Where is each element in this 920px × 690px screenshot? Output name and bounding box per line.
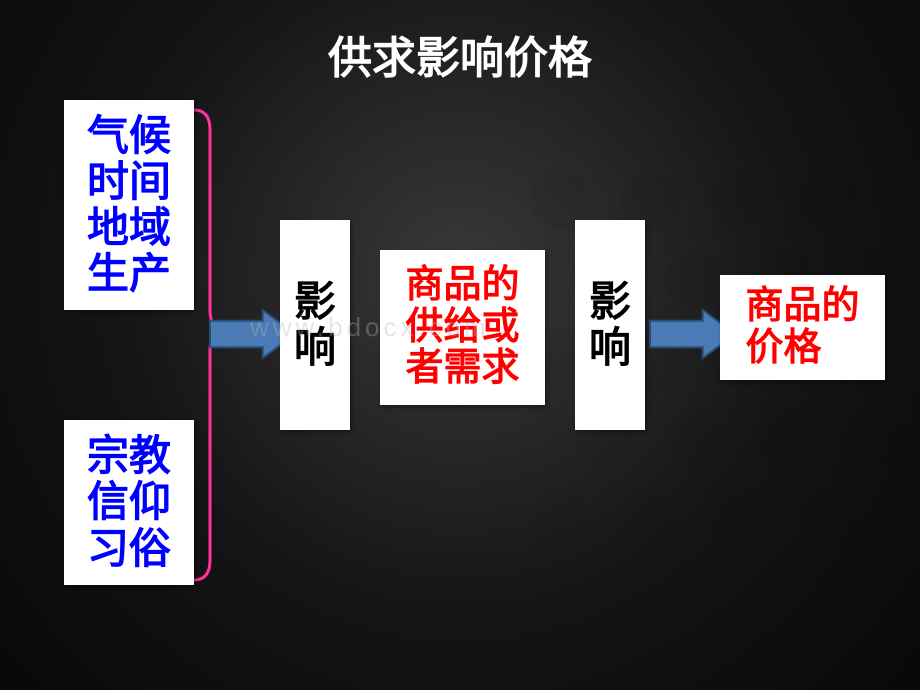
effect-1-text: 影响 [294, 279, 336, 371]
effect-label-2: 影响 [575, 220, 645, 430]
effect-2-text: 影响 [589, 279, 631, 371]
effect-label-1: 影响 [280, 220, 350, 430]
price-text: 商品的价格 [745, 286, 859, 370]
factors-a-text: 气候时间地域生产 [87, 113, 171, 298]
supply-demand-box: 商品的供给或者需求 [380, 250, 545, 405]
supply-demand-text: 商品的供给或者需求 [405, 265, 519, 390]
factors-box-b: 宗教信仰习俗 [64, 420, 194, 585]
price-box: 商品的价格 [720, 275, 885, 380]
diagram-stage: 供求影响价格 气候时间地域生产 宗教信仰习俗 影响 商品的供给或者需求 影响 商… [0, 0, 920, 690]
factors-box-a: 气候时间地域生产 [64, 100, 194, 310]
factors-b-text: 宗教信仰习俗 [87, 433, 171, 572]
